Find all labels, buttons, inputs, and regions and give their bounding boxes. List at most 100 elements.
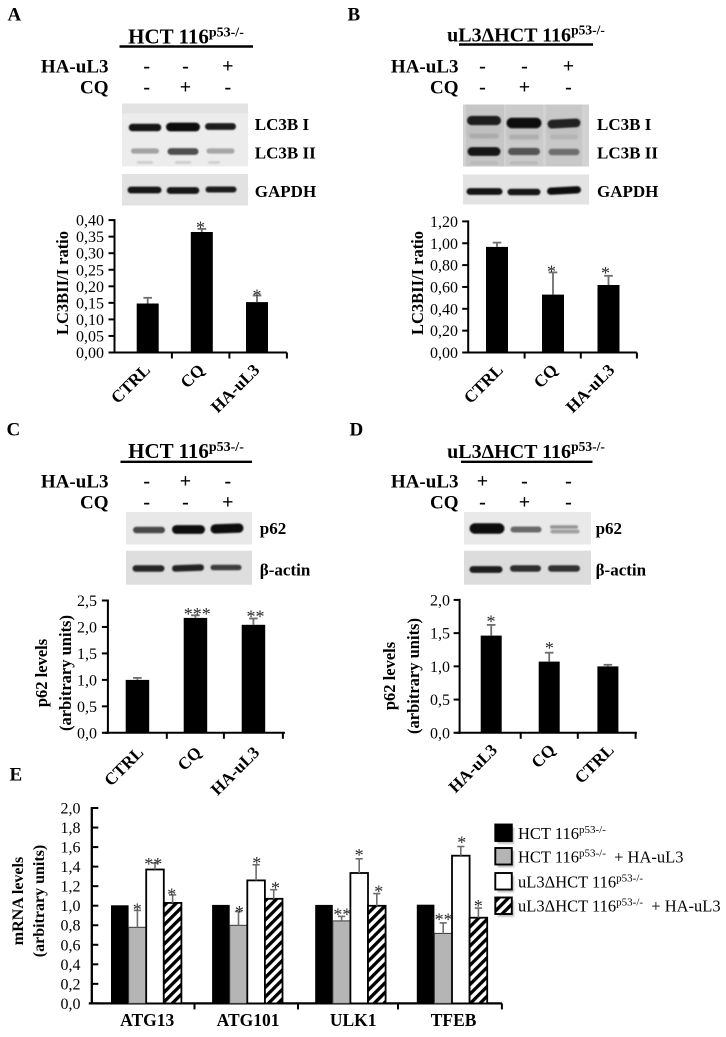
svg-text:HA-uL3: HA-uL3 — [207, 743, 263, 799]
svg-text:+: + — [563, 56, 574, 78]
svg-text:β-actin: β-actin — [596, 561, 647, 580]
svg-text:C: C — [7, 420, 21, 441]
svg-text:CTRL: CTRL — [100, 743, 147, 790]
svg-text:*: * — [487, 612, 496, 632]
svg-text:+: + — [222, 56, 233, 78]
svg-text:p62: p62 — [260, 519, 286, 538]
svg-text:*: * — [133, 900, 142, 920]
svg-text:HA-uL3: HA-uL3 — [562, 360, 618, 416]
svg-text:1,5: 1,5 — [77, 646, 97, 663]
svg-text:CQ: CQ — [80, 78, 109, 99]
svg-text:0,6: 0,6 — [61, 937, 81, 954]
svg-text:HA-uL3: HA-uL3 — [391, 472, 459, 493]
svg-text:2,5: 2,5 — [77, 593, 97, 610]
svg-text:p62 levels: p62 levels — [32, 638, 51, 707]
svg-text:0,00: 0,00 — [76, 345, 104, 362]
svg-text:1,0: 1,0 — [61, 898, 81, 915]
svg-text:-: - — [143, 471, 150, 493]
svg-text:*: * — [355, 845, 364, 865]
svg-text:2,0: 2,0 — [77, 619, 97, 636]
svg-text:0,40: 0,40 — [430, 301, 458, 318]
svg-text:-: - — [143, 77, 150, 99]
svg-text:+: + — [477, 471, 488, 493]
svg-text:p62: p62 — [596, 519, 622, 538]
svg-text:0,0: 0,0 — [430, 725, 450, 742]
svg-text:+: + — [180, 77, 191, 99]
svg-text:*: * — [601, 263, 610, 283]
svg-text:(arbitrary units): (arbitrary units) — [31, 845, 48, 957]
svg-text:*: * — [547, 261, 556, 281]
svg-text:-: - — [479, 492, 486, 514]
svg-text:0,20: 0,20 — [76, 279, 104, 296]
svg-text:***: *** — [184, 604, 211, 624]
svg-text:0,5: 0,5 — [77, 699, 97, 716]
svg-text:LC3B I: LC3B I — [255, 115, 310, 134]
svg-text:0,00: 0,00 — [430, 345, 458, 362]
svg-text:1,0: 1,0 — [430, 659, 450, 676]
svg-text:1,0: 1,0 — [77, 672, 97, 689]
svg-text:0,0: 0,0 — [61, 996, 81, 1013]
svg-text:1,20: 1,20 — [430, 214, 458, 231]
svg-text:0,35: 0,35 — [76, 229, 104, 246]
svg-text:2,0: 2,0 — [430, 592, 450, 609]
svg-text:*: * — [252, 853, 261, 873]
svg-text:HA-uL3: HA-uL3 — [41, 472, 109, 493]
svg-text:0,15: 0,15 — [76, 295, 104, 312]
svg-text:0,8: 0,8 — [61, 918, 81, 935]
svg-text:+: + — [519, 77, 530, 99]
svg-text:0,0: 0,0 — [77, 725, 97, 742]
svg-text:HCT 116p53-/-: HCT 116p53-/- — [518, 824, 606, 843]
svg-text:HA-uL3: HA-uL3 — [207, 360, 263, 416]
svg-text:(arbitrary units): (arbitrary units) — [56, 615, 75, 731]
svg-text:CTRL: CTRL — [571, 740, 618, 787]
svg-text:-: - — [565, 77, 572, 99]
svg-text:-: - — [479, 56, 486, 78]
svg-text:uL3ΔHCT 116p53-/-: uL3ΔHCT 116p53-/- — [518, 872, 643, 891]
svg-text:CQ: CQ — [430, 78, 459, 99]
svg-text:LC3B I: LC3B I — [597, 115, 652, 134]
svg-text:-: - — [224, 471, 231, 493]
svg-text:-: - — [182, 492, 189, 514]
svg-text:-: - — [565, 492, 572, 514]
svg-text:1,8: 1,8 — [61, 820, 81, 837]
svg-text:CQ: CQ — [530, 360, 561, 391]
svg-text:-: - — [565, 471, 572, 493]
svg-text:1,5: 1,5 — [430, 626, 450, 643]
svg-text:D: D — [350, 420, 364, 441]
svg-text:0,05: 0,05 — [76, 328, 104, 345]
svg-text:0,2: 0,2 — [61, 976, 81, 993]
svg-text:0,4: 0,4 — [61, 957, 81, 974]
svg-text:*: * — [196, 218, 205, 238]
svg-text:p62 levels: p62 levels — [380, 641, 399, 710]
svg-text:A: A — [8, 5, 22, 26]
svg-text:CQ: CQ — [177, 360, 208, 391]
svg-text:*: * — [374, 882, 383, 902]
svg-text:HA-uL3: HA-uL3 — [445, 740, 501, 796]
svg-text:ATG13: ATG13 — [120, 1010, 174, 1030]
svg-text:**: ** — [247, 606, 265, 626]
svg-text:*: * — [457, 833, 466, 853]
svg-text:uL3ΔHCT 116p53-/-: uL3ΔHCT 116p53-/- — [447, 23, 605, 47]
svg-text:LC3BII/I ratio: LC3BII/I ratio — [53, 231, 72, 335]
svg-text:HCT 116p53-/-: HCT 116p53-/- — [128, 439, 244, 463]
svg-text:CTRL: CTRL — [107, 360, 154, 407]
svg-text:HA-uL3: HA-uL3 — [391, 57, 459, 78]
svg-text:0,40: 0,40 — [76, 213, 104, 230]
svg-text:LC3B II: LC3B II — [597, 144, 658, 163]
svg-text:ATG101: ATG101 — [217, 1010, 280, 1030]
svg-text:B: B — [348, 5, 361, 26]
svg-text:-: - — [479, 77, 486, 99]
svg-text:β-actin: β-actin — [260, 561, 311, 580]
svg-text:0,10: 0,10 — [76, 312, 104, 329]
svg-text:*: * — [545, 638, 554, 658]
svg-text:HCT 116p53-/- + HA-uL3: HCT 116p53-/- + HA-uL3 — [518, 847, 683, 866]
svg-text:*: * — [253, 285, 262, 305]
svg-text:CQ: CQ — [80, 493, 109, 514]
svg-text:0,5: 0,5 — [430, 692, 450, 709]
svg-text:LC3B II: LC3B II — [255, 144, 316, 163]
svg-text:GAPDH: GAPDH — [255, 182, 316, 201]
svg-text:GAPDH: GAPDH — [597, 182, 658, 201]
svg-text:0,30: 0,30 — [76, 246, 104, 263]
svg-text:0,80: 0,80 — [430, 258, 458, 275]
svg-text:1,2: 1,2 — [61, 879, 81, 896]
